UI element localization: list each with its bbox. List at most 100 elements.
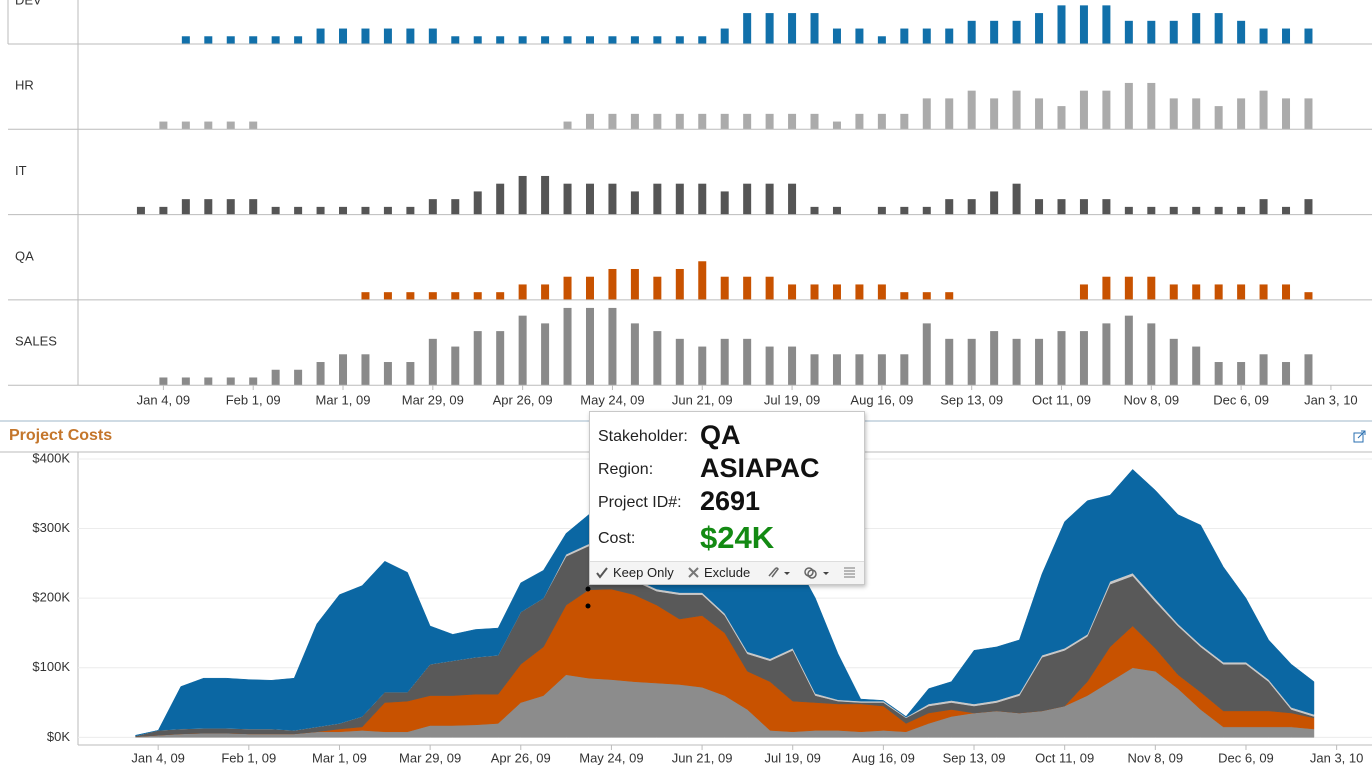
bar <box>1124 276 1133 300</box>
bar <box>1147 82 1156 130</box>
bar <box>1079 331 1088 386</box>
bar <box>1124 82 1133 130</box>
bar <box>630 191 639 215</box>
bar <box>945 199 954 215</box>
x-icon[interactable] <box>688 567 699 578</box>
x-tick-label: Sep 13, 09 <box>940 392 1003 407</box>
bar <box>1057 106 1066 130</box>
bar <box>496 292 505 300</box>
bar <box>1079 284 1088 300</box>
bar <box>877 354 886 386</box>
bar <box>339 354 348 386</box>
bar <box>1169 98 1178 130</box>
bar <box>1214 206 1223 215</box>
bar <box>294 206 303 215</box>
bar <box>204 199 213 215</box>
y-tick-label: $100K <box>32 659 70 674</box>
bar <box>698 346 707 386</box>
bar <box>653 276 662 300</box>
bar <box>765 13 774 45</box>
bar <box>698 113 707 130</box>
bar <box>922 28 931 44</box>
bar <box>855 354 864 386</box>
bar <box>967 20 976 44</box>
bar <box>653 36 662 44</box>
bar <box>743 183 752 215</box>
bar <box>1304 28 1313 44</box>
expand-box[interactable] <box>1353 432 1364 443</box>
bar <box>361 354 370 386</box>
bar <box>1124 206 1133 215</box>
bar <box>1102 5 1111 45</box>
tooltip-label: Region: <box>598 461 654 478</box>
bar <box>181 121 190 130</box>
bar <box>406 292 415 300</box>
bar <box>496 183 505 215</box>
bar <box>383 362 392 386</box>
bar <box>832 206 841 215</box>
bar <box>585 276 594 300</box>
bar <box>832 284 841 300</box>
x-tick-label: Jan 4, 09 <box>131 750 185 765</box>
exclude-button[interactable]: Exclude <box>704 565 751 580</box>
bar <box>765 276 774 300</box>
bar <box>451 36 460 44</box>
y-tick-label: $400K <box>32 450 70 465</box>
selection-dot <box>585 586 591 592</box>
bar <box>743 113 752 130</box>
bar <box>990 191 999 215</box>
x-tick-label: Nov 8, 09 <box>1123 392 1179 407</box>
bar <box>585 183 594 215</box>
bar <box>181 199 190 215</box>
expand-icon[interactable] <box>1353 430 1366 443</box>
bar <box>945 338 954 386</box>
bar <box>1079 199 1088 215</box>
bar <box>1079 5 1088 45</box>
bar <box>1214 106 1223 130</box>
bar <box>900 206 909 215</box>
bar <box>271 206 280 215</box>
bar <box>1259 284 1268 300</box>
bar <box>451 346 460 386</box>
bar <box>181 377 190 386</box>
bar <box>1304 98 1313 130</box>
check-icon[interactable] <box>596 567 608 579</box>
bar <box>1259 199 1268 215</box>
bar <box>743 276 752 300</box>
bar <box>518 175 527 215</box>
expand-arrow[interactable] <box>1357 430 1366 439</box>
bar <box>743 338 752 386</box>
bar <box>608 307 617 386</box>
y-tick-label: $0K <box>47 729 70 744</box>
bar <box>1079 90 1088 130</box>
bar <box>900 28 909 44</box>
bar <box>1259 354 1268 386</box>
bar <box>1304 199 1313 215</box>
bar <box>563 183 572 215</box>
bar <box>967 199 976 215</box>
x-tick-label: Dec 6, 09 <box>1213 392 1269 407</box>
bar <box>1057 331 1066 386</box>
keep-only-button[interactable]: Keep Only <box>613 565 674 580</box>
x-tick-label: Aug 16, 09 <box>850 392 913 407</box>
bar <box>1192 284 1201 300</box>
bar <box>788 346 797 386</box>
bar <box>900 354 909 386</box>
bar <box>541 284 550 300</box>
tool-icons[interactable] <box>766 566 856 580</box>
bar <box>877 284 886 300</box>
x-tick-label: Sep 13, 09 <box>943 750 1006 765</box>
bar <box>1035 13 1044 45</box>
bar <box>316 28 325 44</box>
x-tick-label: May 24, 09 <box>579 750 643 765</box>
bar <box>226 36 235 44</box>
bar <box>1169 20 1178 44</box>
bar <box>249 121 258 130</box>
row-label: SALES <box>15 334 57 349</box>
bar <box>675 113 684 130</box>
bar <box>630 268 639 300</box>
bar <box>945 292 954 300</box>
tooltip-value: 2691 <box>700 486 761 516</box>
